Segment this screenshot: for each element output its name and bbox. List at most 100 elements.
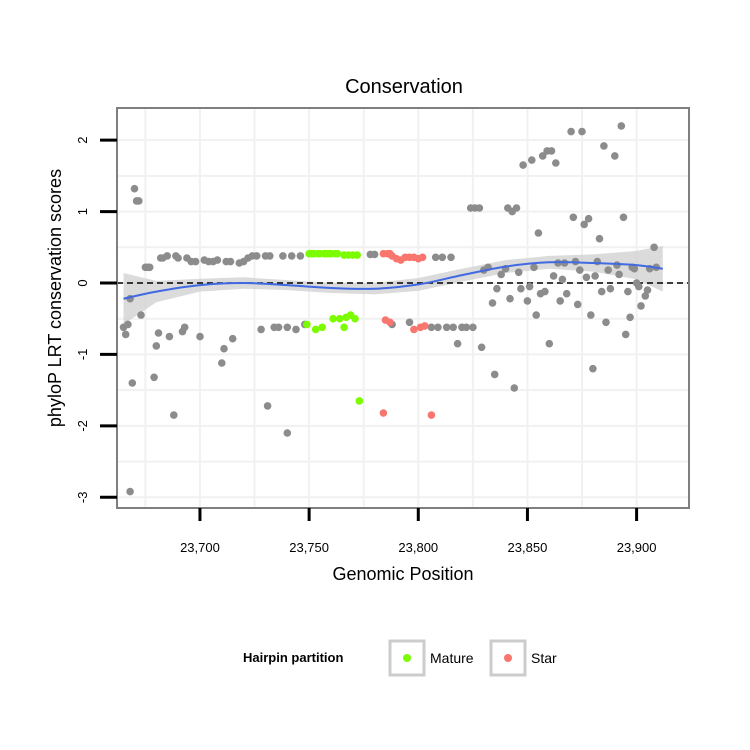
point-other bbox=[626, 313, 634, 322]
point-other bbox=[593, 257, 602, 266]
legend-key-star bbox=[489, 639, 527, 677]
point-other bbox=[523, 297, 532, 305]
point-other bbox=[512, 204, 521, 212]
point-other bbox=[228, 334, 237, 343]
chart-title: Conservation bbox=[345, 76, 463, 98]
point-other bbox=[514, 268, 523, 277]
point-other bbox=[154, 329, 163, 337]
point-other bbox=[617, 122, 626, 130]
point-other bbox=[578, 127, 586, 136]
point-star bbox=[427, 411, 436, 419]
x-axis-title: Genomic Position bbox=[332, 564, 473, 584]
point-other bbox=[213, 256, 222, 264]
point-other bbox=[545, 339, 554, 348]
point-mature bbox=[333, 249, 342, 258]
x-axis: 23,700 23,750 23,800 23,850 23,900 bbox=[180, 508, 656, 555]
point-mature bbox=[351, 314, 359, 323]
point-mature bbox=[355, 397, 364, 405]
point-other bbox=[637, 302, 645, 310]
point-other bbox=[170, 411, 178, 419]
point-other bbox=[218, 359, 226, 367]
x-tick-label: 23,900 bbox=[617, 540, 657, 555]
y-axis: -3 -2 -1 0 1 2 bbox=[75, 136, 117, 503]
point-star bbox=[410, 325, 418, 334]
point-other bbox=[163, 252, 171, 260]
point-other bbox=[257, 325, 265, 334]
point-other bbox=[556, 297, 564, 305]
point-other bbox=[434, 323, 442, 332]
point-other bbox=[274, 323, 283, 332]
point-star bbox=[386, 318, 394, 327]
point-mature bbox=[353, 251, 362, 259]
point-mature bbox=[340, 323, 348, 332]
point-other bbox=[547, 147, 556, 155]
point-other bbox=[137, 311, 145, 319]
legend-title: Hairpin partition bbox=[243, 650, 343, 665]
point-other bbox=[549, 272, 558, 280]
point-other bbox=[475, 204, 484, 212]
point-other bbox=[567, 127, 575, 136]
point-other bbox=[165, 332, 174, 341]
point-other bbox=[606, 284, 615, 293]
point-other bbox=[589, 364, 597, 373]
point-other bbox=[582, 273, 591, 282]
ci-band bbox=[123, 245, 663, 325]
point-other bbox=[519, 161, 527, 169]
point-other bbox=[296, 252, 305, 260]
point-other bbox=[613, 261, 621, 269]
point-other bbox=[602, 318, 610, 327]
x-tick-label: 23,700 bbox=[180, 540, 220, 555]
y-tick-label: 1 bbox=[75, 208, 90, 215]
point-other bbox=[615, 270, 623, 279]
point-other bbox=[180, 323, 189, 332]
point-other bbox=[292, 325, 300, 334]
x-tick-label: 23,750 bbox=[289, 540, 329, 555]
point-other bbox=[538, 152, 547, 160]
y-tick-label: 2 bbox=[75, 136, 90, 143]
point-other bbox=[591, 272, 599, 280]
point-other bbox=[279, 252, 287, 260]
y-tick-label: -2 bbox=[75, 420, 90, 432]
point-other bbox=[611, 152, 619, 160]
point-other bbox=[150, 373, 158, 382]
point-other bbox=[497, 270, 506, 279]
point-mature bbox=[303, 320, 311, 329]
point-other bbox=[595, 234, 604, 243]
smooth-line bbox=[123, 261, 663, 300]
point-star bbox=[379, 409, 388, 417]
point-other bbox=[525, 282, 534, 291]
point-other bbox=[619, 213, 628, 222]
point-other bbox=[135, 197, 143, 205]
point-other bbox=[431, 253, 440, 262]
x-tick-label: 23,850 bbox=[508, 540, 548, 555]
point-other bbox=[287, 252, 296, 260]
point-other bbox=[635, 282, 643, 291]
point-other bbox=[477, 343, 486, 352]
point-other bbox=[174, 254, 182, 262]
point-other bbox=[442, 323, 451, 332]
point-other bbox=[266, 252, 274, 260]
smooth-curve bbox=[123, 261, 663, 300]
point-other bbox=[587, 311, 595, 319]
point-other bbox=[449, 323, 458, 332]
point-star bbox=[418, 253, 427, 262]
point-other bbox=[517, 284, 525, 293]
point-other bbox=[121, 330, 130, 339]
point-mature bbox=[318, 323, 327, 332]
point-other bbox=[558, 275, 567, 284]
y-tick-label: -1 bbox=[75, 349, 90, 361]
point-other bbox=[541, 287, 549, 296]
point-other bbox=[562, 289, 571, 298]
point-other bbox=[530, 263, 538, 272]
x-tick-label: 23,800 bbox=[398, 540, 438, 555]
point-other bbox=[650, 243, 658, 252]
point-other bbox=[220, 344, 228, 353]
point-star bbox=[421, 322, 429, 330]
panel-background bbox=[117, 108, 689, 508]
point-other bbox=[252, 252, 261, 260]
y-tick-label: 0 bbox=[75, 279, 90, 286]
point-other bbox=[641, 292, 650, 300]
point-other bbox=[126, 487, 134, 496]
point-other bbox=[569, 213, 578, 222]
